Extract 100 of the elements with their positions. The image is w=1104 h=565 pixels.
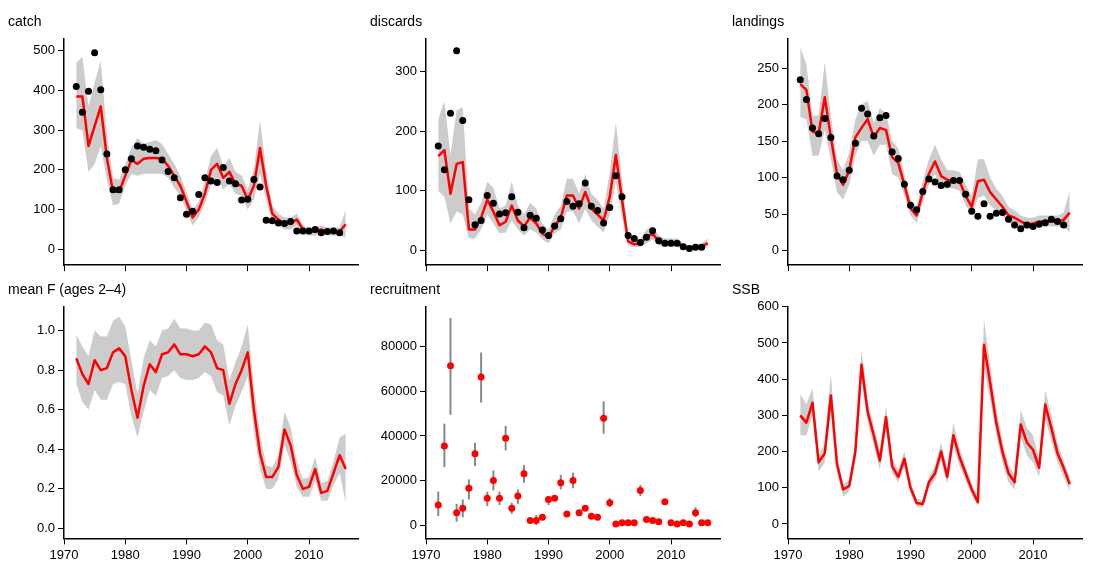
point xyxy=(440,166,448,174)
point xyxy=(532,214,540,222)
point xyxy=(612,520,620,528)
x-tick-label: 1980 xyxy=(472,546,502,562)
point xyxy=(489,199,497,207)
y-tick-label: 50 xyxy=(764,205,779,221)
point xyxy=(827,133,835,141)
y-tick-label: 0 xyxy=(47,240,55,256)
point xyxy=(526,211,534,219)
point xyxy=(453,509,461,517)
point xyxy=(440,442,448,450)
point xyxy=(323,227,331,235)
point xyxy=(692,243,699,251)
y-tick-label: 0 xyxy=(409,516,417,532)
point xyxy=(563,510,571,518)
point xyxy=(219,163,227,171)
point xyxy=(1054,217,1061,225)
point xyxy=(453,47,461,55)
point xyxy=(581,504,589,512)
point xyxy=(907,201,914,209)
point xyxy=(489,477,497,484)
y-tick-label: 40000 xyxy=(380,427,417,443)
point xyxy=(594,206,601,214)
point xyxy=(127,155,135,163)
point xyxy=(630,519,638,527)
chart-title: catch xyxy=(8,13,42,30)
point xyxy=(1005,215,1012,223)
y-tick-label: 400 xyxy=(33,82,55,98)
point xyxy=(471,221,479,229)
point xyxy=(225,177,233,185)
point xyxy=(152,147,160,155)
y-tick-label: 200 xyxy=(33,161,55,177)
point xyxy=(956,176,963,184)
y-tick-label: 100 xyxy=(33,201,55,217)
point xyxy=(134,142,141,150)
point xyxy=(305,227,313,235)
point xyxy=(459,116,467,124)
point xyxy=(538,513,546,521)
x-tick-label: 1990 xyxy=(534,546,563,562)
point xyxy=(496,210,503,218)
point xyxy=(1011,221,1019,229)
point xyxy=(643,515,650,523)
point xyxy=(299,227,307,235)
y-tick-label: 0.2 xyxy=(36,480,55,496)
point xyxy=(274,219,282,227)
y-tick-label: 0 xyxy=(771,515,779,531)
point xyxy=(809,124,816,132)
y-tick-label: 200 xyxy=(395,122,417,138)
chart-title: discards xyxy=(370,13,423,30)
point xyxy=(636,487,644,495)
point xyxy=(587,512,595,520)
point xyxy=(998,209,1006,217)
x-tick-label: 1970 xyxy=(411,546,441,562)
point xyxy=(624,231,632,239)
point xyxy=(876,114,884,122)
y-tick-label: 500 xyxy=(757,334,779,350)
point xyxy=(311,225,319,233)
y-tick-label: 250 xyxy=(757,59,779,75)
point xyxy=(667,519,675,527)
point xyxy=(581,179,589,187)
point xyxy=(612,172,620,180)
point xyxy=(1035,220,1043,228)
point xyxy=(72,82,80,90)
point xyxy=(146,145,154,153)
x-tick-label: 2010 xyxy=(1018,546,1048,562)
point xyxy=(845,166,853,174)
point xyxy=(858,104,865,112)
point xyxy=(538,226,546,234)
point xyxy=(1041,219,1049,227)
point xyxy=(250,175,258,183)
y-tick-label: 1.0 xyxy=(36,322,55,338)
point xyxy=(931,178,939,186)
y-tick-label: 0.0 xyxy=(36,520,55,536)
point xyxy=(85,87,92,95)
y-tick-label: 150 xyxy=(757,132,779,148)
chart-title: mean F (ages 2–4) xyxy=(8,281,127,298)
y-tick-label: 200 xyxy=(757,443,779,459)
x-tick-label: 2000 xyxy=(233,546,263,562)
point xyxy=(91,49,99,57)
point xyxy=(980,200,988,208)
x-tick-label: 1990 xyxy=(172,546,201,562)
point xyxy=(624,519,632,527)
point xyxy=(268,217,276,225)
y-tick-label: 0.6 xyxy=(36,401,55,417)
point xyxy=(551,222,559,230)
point xyxy=(685,245,693,253)
point xyxy=(698,519,706,527)
point xyxy=(685,520,693,528)
x-tick-label: 1970 xyxy=(49,546,79,562)
point xyxy=(121,166,129,174)
point xyxy=(207,177,215,185)
y-tick-label: 500 xyxy=(33,42,55,58)
y-tick-label: 300 xyxy=(395,63,417,79)
point xyxy=(140,143,148,151)
point xyxy=(465,196,473,204)
x-tick-label: 2000 xyxy=(595,546,625,562)
point xyxy=(594,513,601,521)
point xyxy=(870,132,878,140)
point xyxy=(986,212,994,220)
point xyxy=(1017,225,1025,233)
